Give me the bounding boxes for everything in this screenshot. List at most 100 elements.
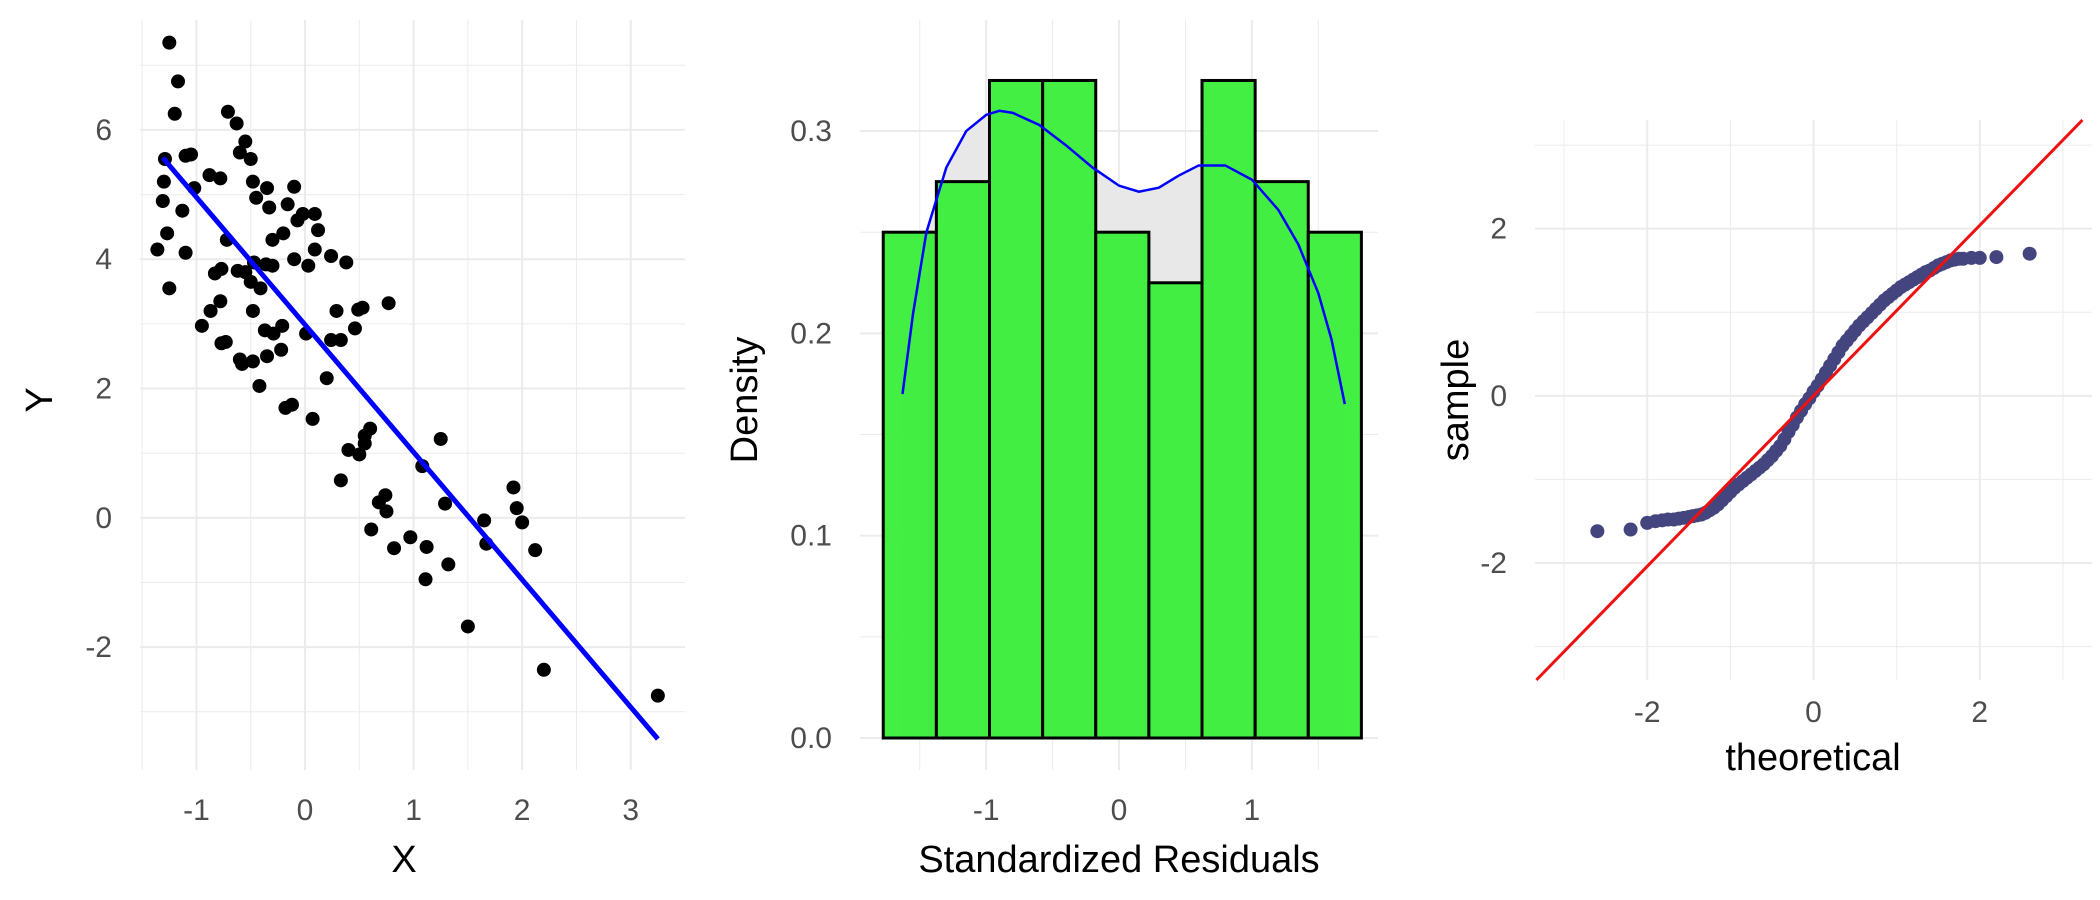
- histogram-bar: [881, 230, 938, 740]
- qq-grid: [1535, 120, 2092, 680]
- y-tick-label: 2: [95, 373, 112, 406]
- x-tick-label: -1: [183, 794, 210, 827]
- data-point: [329, 303, 344, 318]
- data-point: [178, 245, 193, 260]
- data-point: [257, 323, 272, 338]
- data-point: [252, 378, 267, 393]
- data-point: [352, 447, 367, 462]
- data-point: [207, 266, 222, 281]
- data-point: [650, 688, 665, 703]
- qq-y-axis-title: sample: [1435, 339, 1477, 462]
- histogram-bar: [1041, 78, 1098, 740]
- data-point: [249, 190, 264, 205]
- data-point: [403, 530, 418, 545]
- histogram-marks: [881, 78, 1363, 740]
- data-point: [378, 488, 393, 503]
- data-point: [419, 539, 434, 554]
- density-curve: [901, 109, 1347, 405]
- y-tick-label: 4: [95, 243, 112, 276]
- data-point: [203, 303, 218, 318]
- data-point: [160, 226, 175, 241]
- data-point: [515, 515, 530, 530]
- data-point: [307, 242, 322, 257]
- qq-x-axis-title: theoretical: [1725, 737, 1900, 779]
- qq-point: [1590, 524, 1605, 539]
- data-point: [260, 181, 275, 196]
- histogram-bar: [1147, 281, 1204, 740]
- data-point: [194, 318, 209, 333]
- data-point: [363, 421, 378, 436]
- histogram-bar: [1306, 230, 1363, 740]
- y-tick-label: 0.1: [790, 520, 832, 553]
- data-point: [170, 74, 185, 89]
- data-point: [229, 116, 244, 131]
- data-point: [305, 411, 320, 426]
- qq-reference-line: [1535, 118, 2084, 682]
- data-point: [287, 179, 302, 194]
- data-point: [162, 35, 177, 50]
- x-tick-label: -1: [973, 794, 1000, 827]
- data-point: [280, 197, 295, 212]
- x-tick-label: 0: [1805, 696, 1822, 729]
- data-point: [253, 281, 268, 296]
- data-point: [379, 504, 394, 519]
- scatter-x-axis-title: X: [391, 839, 416, 881]
- y-tick-label: 2: [1490, 213, 1507, 246]
- data-point: [235, 356, 250, 371]
- y-tick-label: 0.3: [790, 115, 832, 148]
- data-point: [214, 336, 229, 351]
- histogram-panel: -1 0 10.00.10.20.3 Standardized Residuals …: [724, 20, 1378, 881]
- data-point: [265, 232, 280, 247]
- data-point: [245, 174, 260, 189]
- data-point: [156, 174, 171, 189]
- data-point: [184, 147, 199, 162]
- data-point: [287, 252, 302, 267]
- data-point: [506, 480, 521, 495]
- x-tick-label: 2: [1971, 696, 1988, 729]
- data-point: [311, 223, 326, 238]
- data-point: [364, 522, 379, 537]
- data-point: [150, 242, 165, 257]
- data-point: [536, 662, 551, 677]
- y-tick-label: -2: [85, 631, 112, 664]
- data-point: [347, 321, 362, 336]
- y-tick-label: 0: [1490, 380, 1507, 413]
- x-tick-label: 1: [405, 794, 422, 827]
- data-point: [319, 371, 334, 386]
- y-tick-label: 6: [95, 114, 112, 147]
- qq-marks: [1535, 118, 2084, 682]
- qq-point: [1623, 522, 1638, 537]
- data-point: [265, 258, 280, 273]
- data-point: [167, 106, 182, 121]
- data-point: [341, 442, 356, 457]
- data-point: [238, 134, 253, 149]
- histogram-bar: [1253, 180, 1310, 740]
- x-tick-label: 0: [297, 794, 314, 827]
- y-tick-label: 0.0: [790, 722, 832, 755]
- x-tick-label: 3: [622, 794, 639, 827]
- y-tick-label: -2: [1480, 547, 1507, 580]
- data-point: [284, 397, 299, 412]
- data-point: [245, 303, 260, 318]
- data-point: [418, 572, 433, 587]
- qq-tick-labels: -2 0 2 -2 0 2: [1480, 213, 1988, 729]
- data-point: [307, 206, 322, 221]
- data-point: [477, 513, 492, 528]
- histogram-bar: [1200, 78, 1257, 740]
- data-point: [441, 557, 456, 572]
- data-point: [339, 255, 354, 270]
- qq-panel: -2 0 2 -2 0 2 theoretical sample: [1435, 118, 2092, 779]
- data-point: [290, 213, 305, 228]
- data-point: [213, 171, 228, 186]
- x-tick-label: 1: [1243, 794, 1260, 827]
- data-point: [333, 333, 348, 348]
- qq-point: [2022, 246, 2037, 261]
- histogram-bar: [1094, 230, 1151, 740]
- histogram-bar: [934, 180, 991, 740]
- data-point: [245, 354, 260, 369]
- scatter-marks: [150, 35, 665, 741]
- data-point: [202, 168, 217, 183]
- data-point: [324, 248, 339, 263]
- x-tick-label: 0: [1111, 794, 1128, 827]
